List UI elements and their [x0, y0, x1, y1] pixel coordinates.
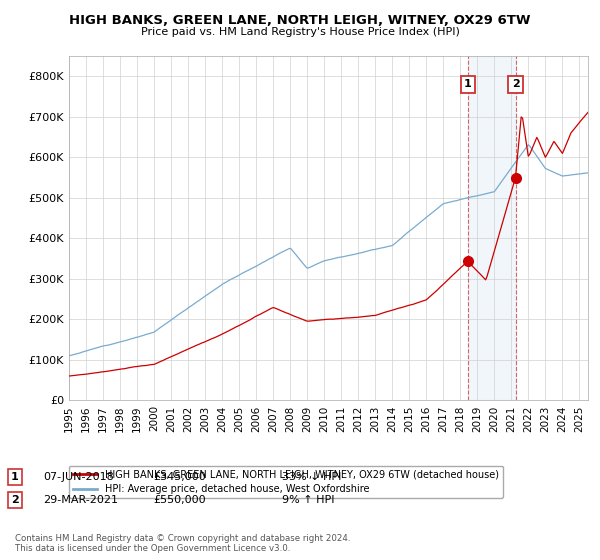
Text: 1: 1	[464, 80, 472, 90]
Text: 1: 1	[11, 472, 19, 482]
Text: 2: 2	[11, 495, 19, 505]
Text: 2: 2	[512, 80, 520, 90]
Text: HIGH BANKS, GREEN LANE, NORTH LEIGH, WITNEY, OX29 6TW: HIGH BANKS, GREEN LANE, NORTH LEIGH, WIT…	[69, 14, 531, 27]
Bar	[468, 56, 515, 400]
Text: Price paid vs. HM Land Registry's House Price Index (HPI): Price paid vs. HM Land Registry's House …	[140, 27, 460, 37]
Text: 9% ↑ HPI: 9% ↑ HPI	[282, 495, 335, 505]
Text: £345,000: £345,000	[153, 472, 206, 482]
Text: 07-JUN-2018: 07-JUN-2018	[43, 472, 114, 482]
Text: 29-MAR-2021: 29-MAR-2021	[43, 495, 118, 505]
Text: 33% ↓ HPI: 33% ↓ HPI	[282, 472, 341, 482]
Legend: HIGH BANKS, GREEN LANE, NORTH LEIGH, WITNEY, OX29 6TW (detached house), HPI: Ave: HIGH BANKS, GREEN LANE, NORTH LEIGH, WIT…	[68, 465, 503, 498]
Text: £550,000: £550,000	[153, 495, 206, 505]
Text: Contains HM Land Registry data © Crown copyright and database right 2024.
This d: Contains HM Land Registry data © Crown c…	[15, 534, 350, 553]
